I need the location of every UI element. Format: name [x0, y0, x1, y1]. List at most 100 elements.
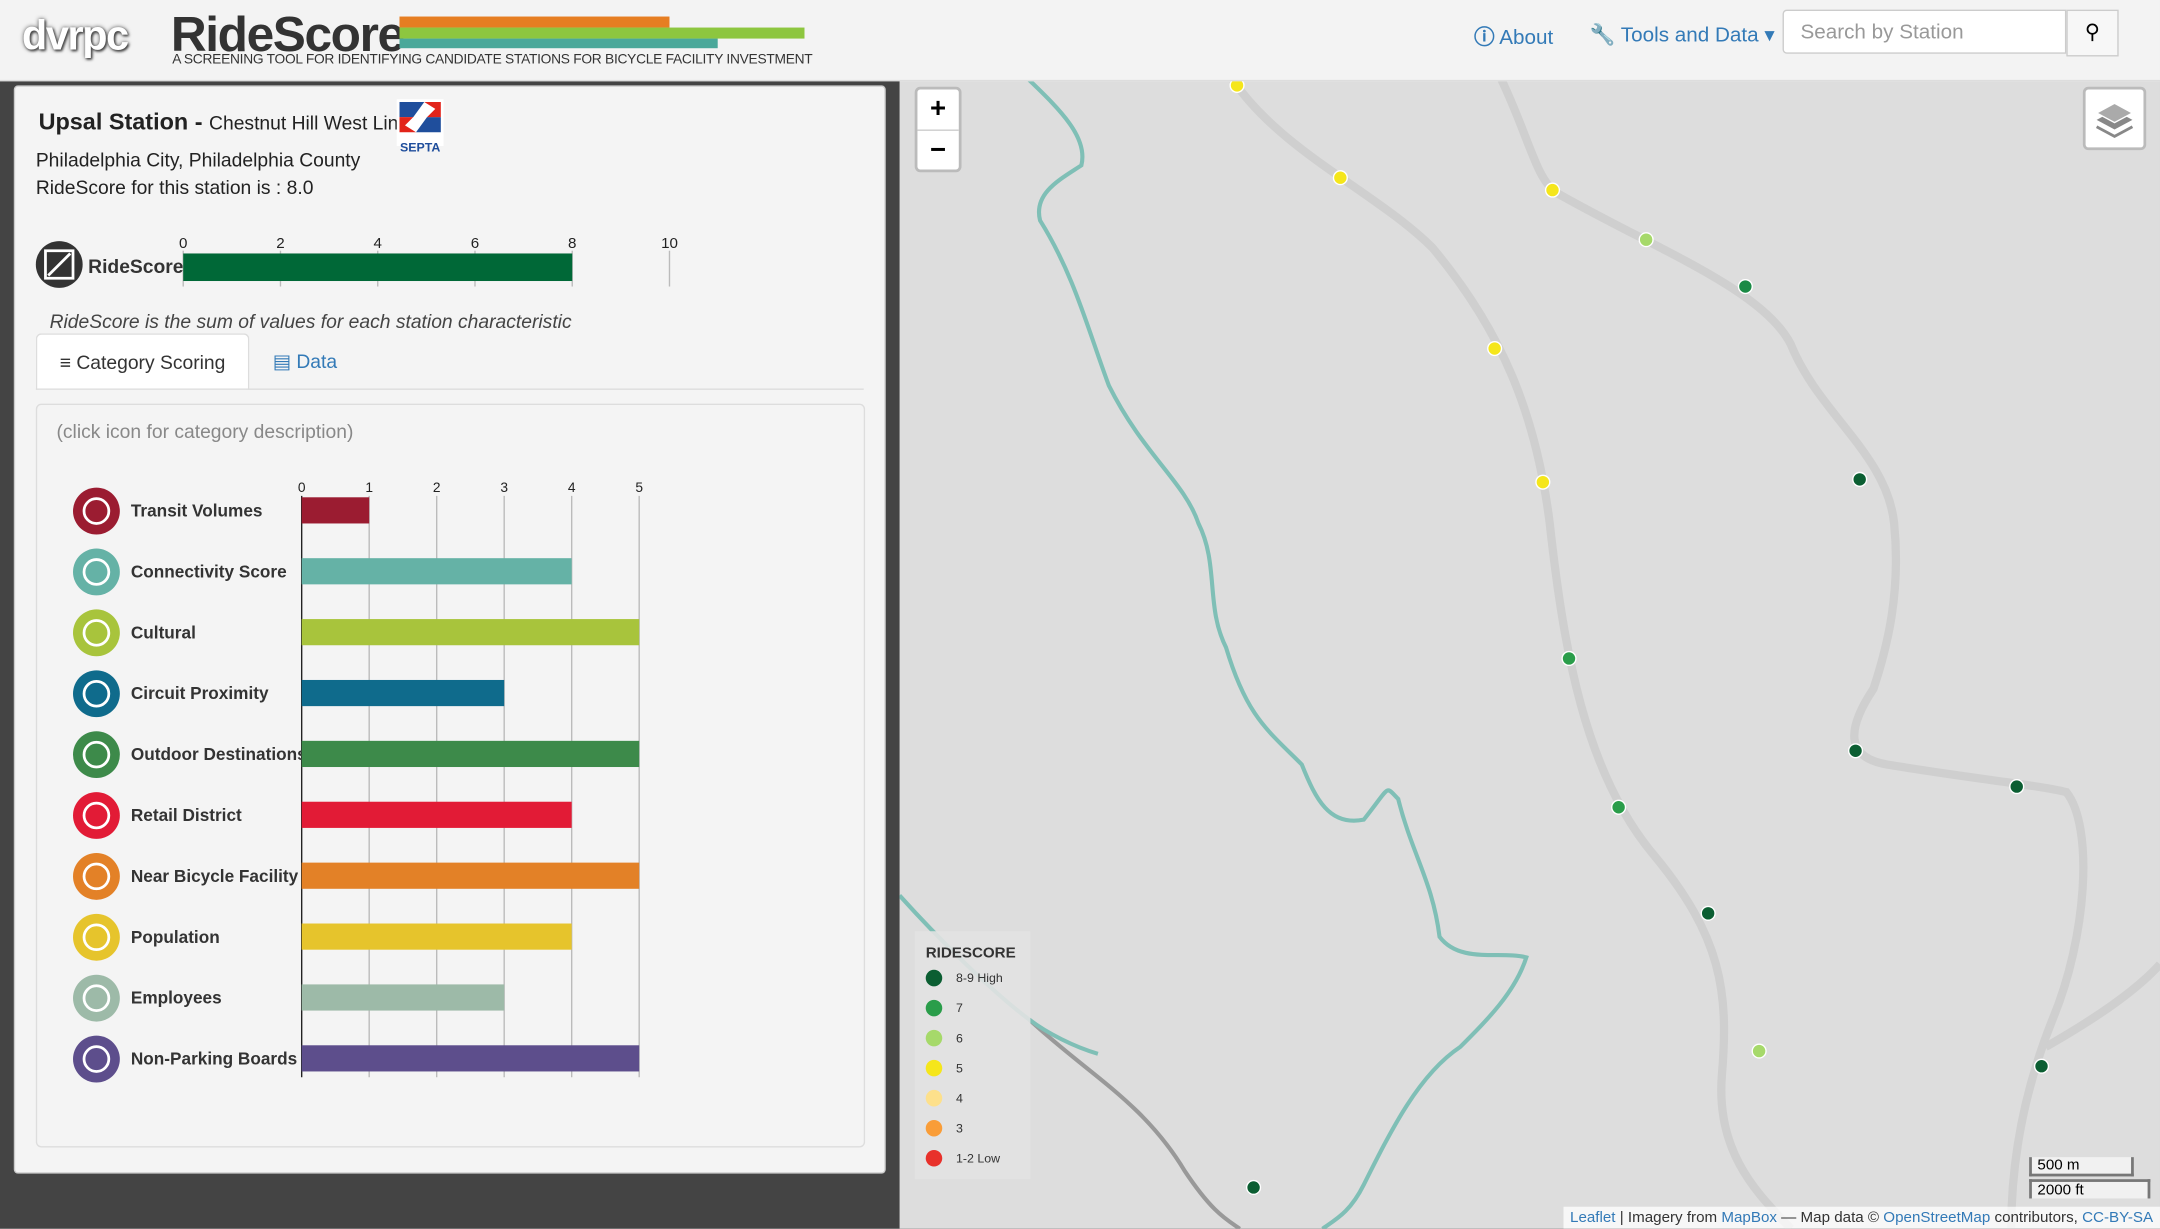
score-bar [183, 253, 573, 282]
category-icon[interactable] [73, 792, 120, 839]
category-bar [301, 558, 572, 585]
category-icon-glyph[interactable] [82, 862, 111, 891]
category-icon[interactable] [73, 609, 120, 657]
category-icon[interactable] [73, 974, 120, 1022]
attribution-link[interactable]: MapBox [1721, 1209, 1777, 1227]
category-icon[interactable] [73, 548, 120, 596]
layers-control[interactable] [2082, 86, 2147, 151]
station-dot[interactable] [2033, 1058, 2050, 1074]
attribution-link[interactable]: OpenStreetMap [1883, 1209, 1991, 1227]
category-icon[interactable] [73, 852, 120, 900]
station-dot[interactable] [2009, 779, 2025, 795]
category-label: Non-Parking Boards [131, 1049, 297, 1069]
tab-border [35, 388, 864, 390]
app-subtitle: A SCREENING TOOL FOR IDENTIFYING CANDIDA… [172, 52, 813, 68]
category-tick-label: 2 [433, 480, 441, 495]
station-dot[interactable] [1611, 799, 1627, 815]
category-icon-glyph[interactable] [82, 801, 111, 830]
zoom-out[interactable]: − [930, 134, 947, 166]
category-label: Cultural [131, 622, 196, 642]
category-icon-glyph[interactable] [82, 497, 111, 525]
stations[interactable] [1229, 79, 2050, 1196]
nav-tools-text[interactable]: Tools and Data [1620, 23, 1759, 47]
attribution-text: contributors, [1990, 1209, 2083, 1227]
category-label: Retail District [131, 805, 242, 825]
category-label: Employees [131, 988, 222, 1008]
attribution-link[interactable]: Leaflet [1570, 1209, 1616, 1227]
legend-box [914, 931, 1031, 1180]
category-icon[interactable] [73, 913, 120, 961]
tab-category-text[interactable]: Category Scoring [76, 351, 226, 374]
category-icon-glyph[interactable] [82, 679, 111, 708]
category-tick-label: 5 [635, 480, 643, 495]
logo[interactable]: dvrpc [22, 13, 129, 60]
nav-tools[interactable]: 🔧 Tools and Data ▾ [1589, 23, 1775, 47]
station-dot[interactable] [1700, 905, 1716, 921]
legend-label: 3 [956, 1121, 963, 1135]
category-icon[interactable] [73, 487, 120, 535]
station-dot[interactable] [1751, 1043, 1767, 1059]
map[interactable]: RIDESCORE 8-9 High 7 6 5 4 3 1-2 Low [899, 79, 2160, 1229]
category-tick-label: 3 [500, 480, 508, 495]
legend-label: 8-9 High [956, 971, 1003, 985]
header: dvrpc RideScore A SCREENING TOOL FOR IDE… [0, 0, 2160, 82]
category-label: Circuit Proximity [131, 683, 269, 703]
station-dot[interactable] [1229, 79, 1245, 93]
station-dot[interactable] [1638, 232, 1654, 248]
station-dot[interactable] [1544, 182, 1561, 198]
station-dot[interactable] [1535, 474, 1551, 490]
attribution-text: — Map data © [1776, 1209, 1884, 1227]
search-input[interactable]: Search by Station [1782, 9, 2067, 54]
category-bar [301, 740, 640, 768]
category-bar [301, 679, 505, 707]
category-bar [301, 984, 505, 1011]
category-tick-label: 0 [298, 480, 306, 495]
category-label: Outdoor Destinations [131, 744, 307, 764]
category-icon[interactable] [73, 731, 120, 779]
rail [1027, 1017, 1241, 1229]
legend-swatch [925, 969, 943, 987]
category-label: Near Bicycle Facility [131, 866, 299, 886]
charts: RideScore 0 2 4 6 8 10 0 1 2 3 4 5 Transit Volumes Con… [35, 235, 678, 1083]
category-icon-glyph[interactable] [82, 558, 111, 586]
category-tick-label: 4 [568, 480, 576, 495]
category-bar [301, 619, 640, 646]
station-name: Upsal Station - [38, 108, 203, 135]
station-dot[interactable] [1561, 650, 1577, 667]
category-tick-label: 1 [365, 480, 373, 495]
attribution-link[interactable]: CC-BY-SA [2082, 1209, 2154, 1227]
tab-data-text[interactable]: Data [296, 349, 338, 372]
layers-icon [2095, 102, 2134, 138]
category-icon[interactable] [73, 1035, 120, 1083]
zoom-in[interactable]: + [917, 90, 959, 131]
tab-data[interactable]: ▤ Data [272, 349, 338, 372]
category-bar [301, 923, 572, 950]
nav-about[interactable]: ⓘ About [1473, 26, 1554, 50]
zoom-control: + − [914, 86, 962, 173]
ridescore-icon-glyph [44, 249, 75, 280]
tab-category[interactable]: ≡ Category Scoring [35, 333, 250, 390]
category-icon[interactable] [73, 670, 120, 718]
legend-swatch [925, 999, 943, 1017]
legend-swatch [925, 1089, 943, 1107]
category-icon-glyph[interactable] [82, 619, 111, 647]
station-dot[interactable] [1852, 471, 1868, 487]
nav-about-text[interactable]: About [1499, 26, 1554, 50]
legend-swatch [925, 1059, 943, 1077]
category-label: Connectivity Score [131, 561, 287, 581]
station-dot[interactable] [1245, 1179, 1262, 1196]
map-background [899, 79, 2160, 1229]
category-icon-glyph[interactable] [82, 740, 111, 769]
station-dot[interactable] [1847, 743, 1864, 759]
station-dot[interactable] [1737, 278, 1753, 295]
station-line: Chestnut Hill West Line [209, 111, 410, 134]
category-icon-glyph[interactable] [82, 1045, 111, 1073]
scale-imperial: 2000 ft [2029, 1179, 2151, 1199]
legend-label: 5 [956, 1061, 963, 1075]
station-dot[interactable] [1487, 340, 1503, 357]
category-icon-glyph[interactable] [82, 984, 111, 1012]
station-dot[interactable] [1332, 170, 1348, 186]
search-button[interactable]: ⚲ [2066, 9, 2119, 57]
category-icon-glyph[interactable] [82, 923, 111, 952]
